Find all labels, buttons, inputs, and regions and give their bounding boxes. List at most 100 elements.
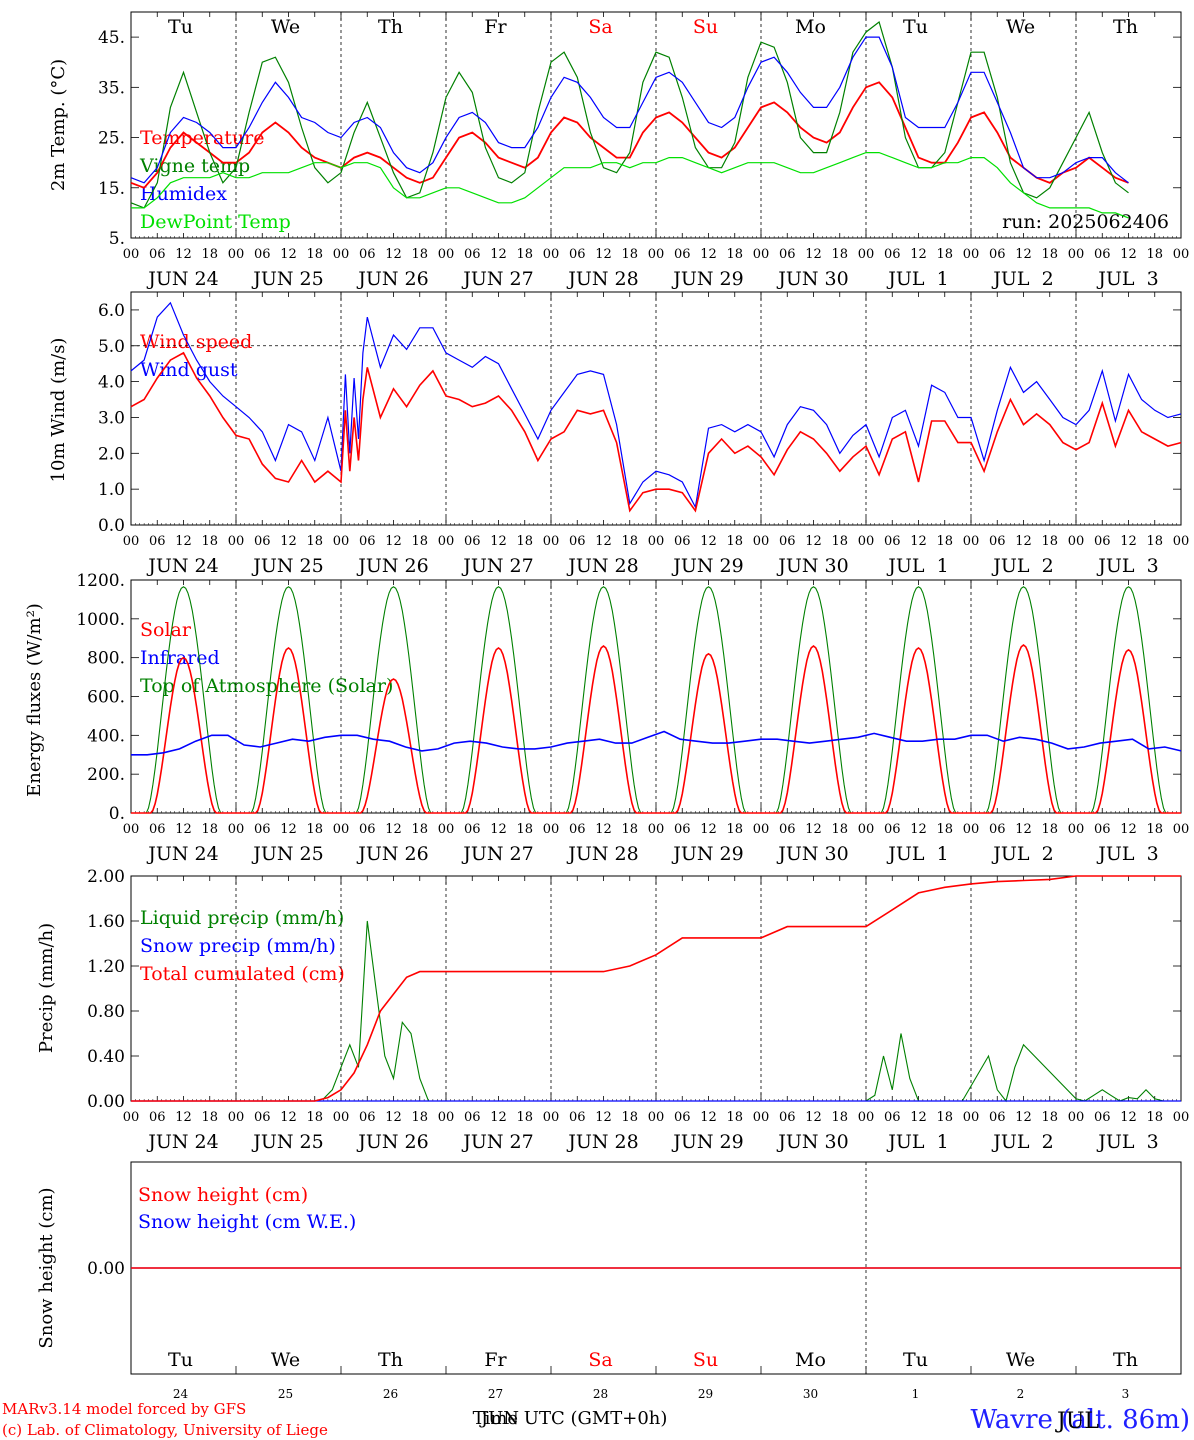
hour-tick-label: 12 bbox=[490, 247, 507, 262]
hour-tick-label: 18 bbox=[516, 247, 533, 262]
hour-tick-label: 18 bbox=[936, 1110, 953, 1125]
hour-tick-label: 12 bbox=[805, 1110, 822, 1125]
hour-tick-label: 06 bbox=[464, 247, 481, 262]
legend-liquid-precip: Liquid precip (mm/h) bbox=[140, 907, 344, 929]
hour-tick-label: 12 bbox=[385, 534, 402, 549]
hour-tick-label: 00 bbox=[1068, 822, 1085, 837]
hour-tick-label: 18 bbox=[1146, 247, 1163, 262]
weekday-label: Tu bbox=[903, 1349, 928, 1371]
legend-infrared: Infrared bbox=[140, 647, 220, 669]
y-tick-label: 4.0 bbox=[98, 373, 125, 393]
date-label: JUN 25 bbox=[251, 268, 323, 290]
y-tick-label: 45. bbox=[98, 28, 125, 48]
hour-tick-label: 18 bbox=[1146, 1110, 1163, 1125]
date-label: JUN 29 bbox=[671, 555, 743, 577]
hour-tick-label: 06 bbox=[1094, 1110, 1111, 1125]
hour-tick-label: 00 bbox=[438, 1110, 455, 1125]
hour-tick-label: 12 bbox=[385, 1110, 402, 1125]
legend-vigne-temp: Vigne temp bbox=[139, 155, 250, 177]
solar-line bbox=[131, 643, 1181, 814]
hour-tick-label: 00 bbox=[858, 822, 875, 837]
date-label: JUL 3 bbox=[1096, 268, 1158, 290]
date-label: JUN 29 bbox=[671, 268, 743, 290]
hour-tick-label: 18 bbox=[306, 1110, 323, 1125]
credit-line-2: (c) Lab. of Climatology, University of L… bbox=[2, 1421, 328, 1439]
hour-tick-label: 18 bbox=[831, 822, 848, 837]
hour-tick-label: 06 bbox=[569, 247, 586, 262]
date-label: JUN 28 bbox=[566, 843, 638, 865]
dewpoint-line bbox=[131, 152, 1129, 219]
hour-tick-label: 06 bbox=[254, 534, 271, 549]
liquid-precip-line bbox=[131, 920, 1181, 1103]
hour-tick-label: 12 bbox=[175, 534, 192, 549]
hour-tick-label: 12 bbox=[595, 534, 612, 549]
hour-tick-label: 00 bbox=[963, 822, 980, 837]
y-tick-label: 1.20 bbox=[87, 957, 125, 977]
y-tick-label: 0.00 bbox=[87, 1259, 125, 1279]
temperature-ylabel: 2m Temp. (°C) bbox=[48, 59, 69, 191]
legend-total-cumulated: Total cumulated (cm) bbox=[140, 963, 345, 985]
hour-tick-label: 18 bbox=[936, 822, 953, 837]
hour-tick-label: 18 bbox=[621, 1110, 638, 1125]
hour-tick-label: 00 bbox=[543, 1110, 560, 1125]
hour-tick-label: 12 bbox=[1120, 247, 1137, 262]
hour-tick-label: 12 bbox=[1015, 247, 1032, 262]
date-label: JUN 30 bbox=[776, 268, 848, 290]
date-label: JUL 2 bbox=[991, 555, 1053, 577]
run-label: run: 2025062406 bbox=[1002, 211, 1169, 233]
hour-tick-label: 06 bbox=[989, 1110, 1006, 1125]
legend-wind-speed: Wind speed bbox=[140, 331, 252, 353]
hour-tick-label: 12 bbox=[280, 247, 297, 262]
legend-humidex: Humidex bbox=[140, 183, 227, 205]
weekday-label: We bbox=[271, 1349, 300, 1371]
hour-tick-label: 12 bbox=[700, 534, 717, 549]
date-label: JUN 29 bbox=[671, 1131, 743, 1153]
hour-tick-label: 06 bbox=[1094, 534, 1111, 549]
hour-tick-label: 06 bbox=[989, 822, 1006, 837]
hour-tick-label: 06 bbox=[989, 534, 1006, 549]
date-label: JUN 25 bbox=[251, 555, 323, 577]
date-label: JUN 24 bbox=[146, 843, 218, 865]
energy-ylabel: Energy fluxes (W/m²) bbox=[24, 603, 45, 797]
y-tick-label: 0. bbox=[109, 804, 125, 824]
weekday-label: Th bbox=[1113, 16, 1138, 38]
weekday-label: We bbox=[1006, 16, 1035, 38]
legend-toa: Top of Atmosphere (Solar) bbox=[140, 675, 393, 697]
hour-tick-label: 00 bbox=[228, 247, 245, 262]
hour-tick-label: 00 bbox=[753, 534, 770, 549]
hour-tick-label: 12 bbox=[385, 822, 402, 837]
hour-tick-label: 06 bbox=[779, 534, 796, 549]
hour-tick-label: 18 bbox=[936, 534, 953, 549]
hour-tick-label: 06 bbox=[674, 1110, 691, 1125]
hour-tick-label: 00 bbox=[1068, 534, 1085, 549]
hour-tick-label: 12 bbox=[1015, 1110, 1032, 1125]
day-number-label: 26 bbox=[383, 1387, 398, 1401]
hour-tick-label: 18 bbox=[726, 534, 743, 549]
weekday-label: Sa bbox=[588, 16, 612, 38]
weekday-label: Tu bbox=[903, 16, 928, 38]
hour-tick-label: 06 bbox=[1094, 822, 1111, 837]
hour-tick-label: 00 bbox=[858, 247, 875, 262]
temperature-panel: 2m Temp. (°C) Temperature Vigne temp Hum… bbox=[48, 11, 1189, 290]
hour-tick-label: 00 bbox=[648, 534, 665, 549]
legend-solar: Solar bbox=[140, 619, 192, 641]
hour-tick-label: 06 bbox=[779, 1110, 796, 1125]
day-number-label: 30 bbox=[803, 1387, 818, 1401]
hour-tick-label: 00 bbox=[543, 247, 560, 262]
y-tick-label: 400. bbox=[87, 726, 125, 746]
hour-tick-label: 06 bbox=[674, 247, 691, 262]
wind-gust-line bbox=[130, 301, 1182, 509]
date-label: JUL 1 bbox=[886, 843, 948, 865]
station-label-overlap: JUL bbox=[1055, 1409, 1099, 1434]
hour-tick-label: 00 bbox=[1173, 1110, 1190, 1125]
hour-tick-label: 12 bbox=[700, 1110, 717, 1125]
hour-tick-label: 18 bbox=[201, 534, 218, 549]
hour-tick-label: 12 bbox=[490, 534, 507, 549]
y-tick-label: 15. bbox=[98, 179, 125, 199]
y-tick-label: 1000. bbox=[76, 610, 125, 630]
date-label: JUL 2 bbox=[991, 843, 1053, 865]
hour-tick-label: 00 bbox=[543, 822, 560, 837]
date-label: JUN 30 bbox=[776, 843, 848, 865]
hour-tick-label: 06 bbox=[359, 822, 376, 837]
